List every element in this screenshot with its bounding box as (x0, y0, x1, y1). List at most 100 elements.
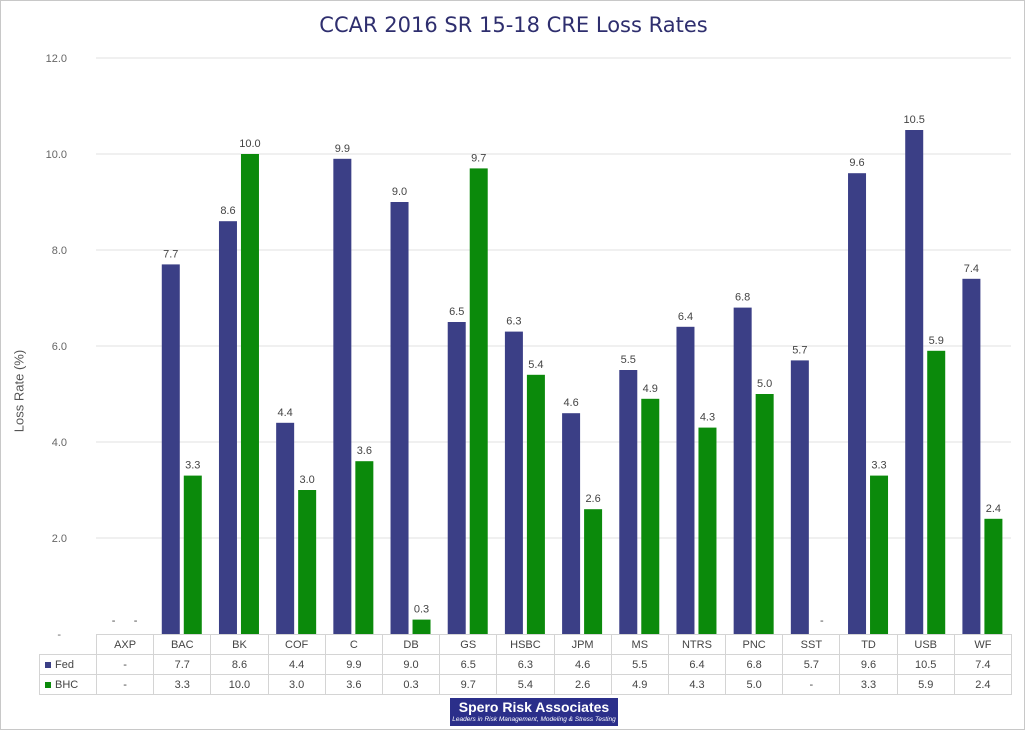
data-label: 6.3 (506, 316, 521, 328)
x-tick-label: NTRS (667, 634, 727, 655)
bar-fed-db (390, 202, 409, 634)
table-cell: 0.3 (381, 674, 441, 695)
table-cell: 5.0 (725, 674, 784, 695)
data-label: 0.3 (414, 604, 429, 616)
x-tick-label: HSBC (496, 634, 555, 655)
data-label: 7.4 (964, 263, 979, 275)
bar-bhc-usb (927, 350, 946, 634)
x-tick-label: SST (782, 634, 841, 655)
table-cell: 6.5 (439, 654, 498, 675)
data-table: AXP BAC BK COF C DB GS HSBC JPM MS NTRS PNC SST TD USB… (39, 634, 1013, 695)
data-label: 3.3 (185, 460, 200, 472)
bar-fed-bac (161, 264, 180, 634)
data-label: 10.0 (239, 138, 260, 150)
data-label: - (112, 615, 116, 627)
data-label: 2.4 (986, 503, 1001, 515)
legend-entry-bhc: BHC (39, 674, 97, 695)
x-tick-label: TD (839, 634, 898, 655)
table-cell: - (95, 654, 155, 675)
bar-bhc-c (355, 461, 374, 634)
table-cell: - (782, 674, 841, 695)
data-label: 6.8 (735, 292, 750, 304)
data-label: 9.9 (335, 143, 350, 155)
data-label: 8.6 (220, 205, 235, 217)
data-label: 5.4 (528, 359, 543, 371)
data-label: 9.7 (471, 152, 486, 164)
bar-bhc-jpm (584, 509, 603, 634)
bar-bhc-db (412, 619, 431, 634)
table-cell: 10.0 (210, 674, 269, 695)
y-tick-label: 12.0 (46, 53, 67, 65)
data-label: 9.0 (392, 186, 407, 198)
table-cell: 10.5 (896, 654, 955, 675)
data-label: 7.7 (163, 248, 178, 260)
brand-logo: Spero Risk Associates Leaders in Risk Ma… (450, 698, 618, 726)
table-cell: 4.9 (610, 674, 669, 695)
bar-bhc-td (870, 475, 889, 634)
table-cell: 2.6 (553, 674, 612, 695)
table-row: Fed -7.7 8.6 4.4 9.9 9.0 6.5 6.3 4.6 5.5 6.4 6.8 5.7… (39, 654, 1013, 675)
bar-fed-ntrs (676, 326, 695, 634)
bar-bhc-bac (183, 475, 202, 634)
y-tick-label: 2.0 (52, 533, 67, 545)
chart-title: CCAR 2016 SR 15-18 CRE Loss Rates (319, 13, 708, 37)
legend-entry-fed: Fed (39, 654, 97, 675)
data-label: 6.4 (678, 311, 693, 323)
bar-fed-pnc (733, 307, 752, 634)
y-tick-label: 8.0 (52, 245, 67, 257)
data-label: 3.6 (357, 445, 372, 457)
table-cell: 6.4 (667, 654, 727, 675)
table-header-row: AXP BAC BK COF C DB GS HSBC JPM MS NTRS PNC SST TD USB… (39, 634, 1013, 655)
bar-fed-sst (790, 360, 809, 634)
data-label: 5.5 (621, 354, 636, 366)
bar-fed-ms (619, 370, 638, 634)
bar-fed-jpm (562, 413, 581, 634)
data-label: 10.5 (904, 114, 925, 126)
table-cell: 4.4 (267, 654, 326, 675)
x-tick-label: PNC (725, 634, 784, 655)
table-cell: 5.7 (782, 654, 841, 675)
data-label: 4.6 (563, 397, 578, 409)
table-cell: 5.5 (610, 654, 669, 675)
x-tick-label: DB (381, 634, 441, 655)
bar-bhc-pnc (755, 394, 774, 634)
brand-name: Spero Risk Associates (458, 699, 610, 715)
legend-swatch (45, 681, 51, 688)
bar-fed-hsbc (504, 331, 523, 634)
data-label: 5.0 (757, 378, 772, 390)
table-cell: 6.3 (496, 654, 555, 675)
data-label: 6.5 (449, 306, 464, 318)
bar-bhc-ms (641, 398, 660, 634)
x-tick-label: BAC (153, 634, 212, 655)
bar-bhc-bk (240, 154, 259, 634)
x-tick-label: MS (610, 634, 669, 655)
table-cell: 5.9 (896, 674, 955, 695)
data-label: 4.3 (700, 412, 715, 424)
bar-fed-usb (905, 130, 924, 634)
bar-fed-c (333, 158, 352, 635)
data-label: - (820, 615, 824, 627)
table-cell: 9.6 (839, 654, 898, 675)
table-row: BHC -3.3 10.0 3.0 3.6 0.3 9.7 5.4 2.6 4.9 4.3 5.0-3… (39, 674, 1013, 695)
x-tick-label: USB (896, 634, 955, 655)
x-tick-label: WF (953, 634, 1013, 655)
table-cell: 5.4 (496, 674, 555, 695)
data-label: 5.9 (929, 335, 944, 347)
bar-fed-td (848, 173, 867, 634)
bar-fed-gs (447, 322, 466, 634)
table-cell: 8.6 (210, 654, 269, 675)
bar-fed-bk (218, 221, 237, 634)
table-cell: 9.7 (439, 674, 498, 695)
table-cell: 9.9 (324, 654, 383, 675)
legend-label: Fed (55, 658, 74, 671)
table-cell: 4.6 (553, 654, 612, 675)
table-cell: 3.0 (267, 674, 326, 695)
y-tick-label: 10.0 (46, 149, 67, 161)
y-tick-label: 4.0 (52, 437, 67, 449)
bar-bhc-cof (298, 490, 317, 634)
data-label: 3.0 (300, 474, 315, 486)
bar-fed-cof (276, 422, 295, 634)
x-tick-label: BK (210, 634, 269, 655)
x-tick-label: C (324, 634, 383, 655)
